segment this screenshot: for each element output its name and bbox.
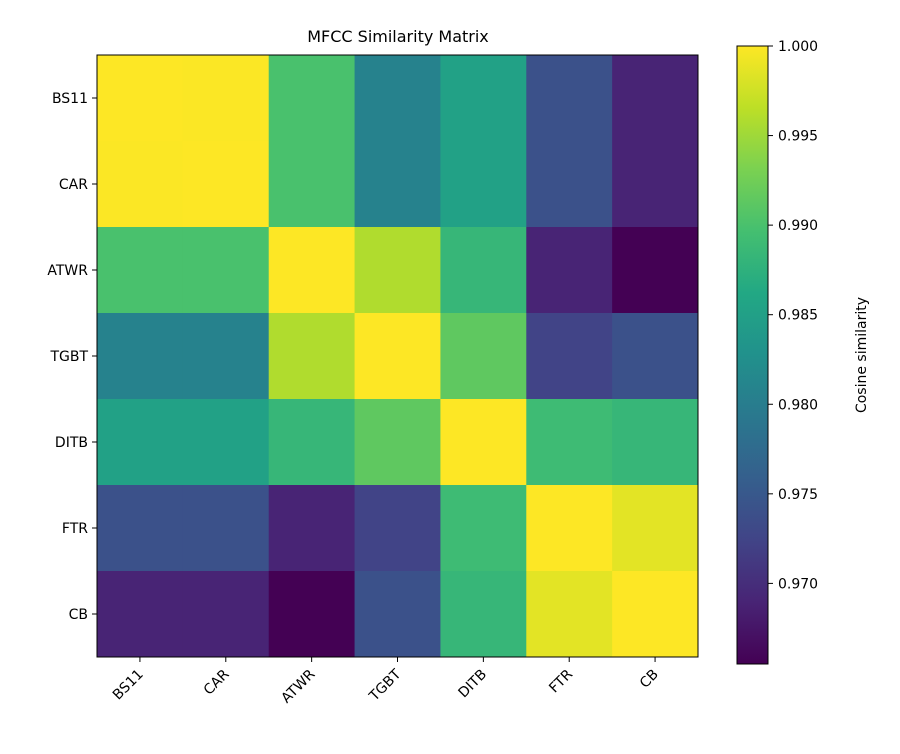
heatmap-cell bbox=[612, 571, 699, 658]
heatmap-cell bbox=[182, 571, 270, 658]
heatmap-cell bbox=[268, 141, 356, 228]
y-tick-label: TGBT bbox=[49, 349, 88, 365]
heatmap-cell bbox=[182, 141, 270, 228]
heatmap-cell bbox=[526, 141, 613, 228]
heatmap-cell bbox=[97, 55, 184, 142]
colorbar-tick-label: 1.000 bbox=[778, 39, 818, 55]
heatmap-cell bbox=[97, 313, 184, 400]
heatmap-cell bbox=[97, 571, 184, 658]
heatmap-cell bbox=[612, 141, 699, 228]
heatmap-cell bbox=[354, 55, 441, 142]
heatmap-cell bbox=[354, 571, 441, 658]
heatmap-cell bbox=[268, 485, 356, 572]
heatmap-cell bbox=[97, 227, 184, 314]
x-tick-label: DITB bbox=[455, 667, 490, 702]
heatmap-cell bbox=[268, 227, 356, 314]
colorbar-tick-label: 0.970 bbox=[778, 576, 818, 592]
x-tick-label: BS11 bbox=[110, 667, 147, 704]
chart-title: MFCC Similarity Matrix bbox=[307, 27, 489, 46]
heatmap-cell bbox=[612, 55, 699, 142]
heatmap-cell bbox=[182, 485, 270, 572]
colorbar-tick-label: 0.990 bbox=[778, 218, 818, 234]
heatmap-cell bbox=[440, 571, 527, 658]
heatmap-cell bbox=[612, 399, 699, 486]
x-tick-label: ATWR bbox=[278, 666, 318, 706]
heatmap-cell bbox=[97, 141, 184, 228]
heatmap-cell bbox=[526, 227, 613, 314]
heatmap-cell bbox=[526, 399, 613, 486]
heatmap-cell bbox=[354, 399, 441, 486]
colorbar-tick-label: 0.995 bbox=[778, 129, 818, 145]
y-tick-label: ATWR bbox=[47, 263, 88, 279]
heatmap-cell bbox=[526, 313, 613, 400]
heatmap-cell bbox=[440, 227, 527, 314]
y-tick-label: FTR bbox=[62, 521, 88, 537]
colorbar-tick-label: 0.985 bbox=[778, 308, 818, 324]
colorbar-label: Cosine similarity bbox=[854, 297, 870, 413]
heatmap-cell bbox=[182, 55, 270, 142]
heatmap-cell bbox=[268, 313, 356, 400]
heatmap-cell bbox=[354, 141, 441, 228]
heatmap-cell bbox=[440, 399, 527, 486]
y-tick-label: CB bbox=[69, 607, 88, 623]
y-tick-label: DITB bbox=[55, 435, 88, 451]
colorbar-tick-label: 0.975 bbox=[778, 487, 818, 503]
heatmap-cell bbox=[440, 141, 527, 228]
heatmap-cell bbox=[354, 485, 441, 572]
heatmap-cell bbox=[612, 313, 699, 400]
colorbar bbox=[736, 45, 769, 665]
heatmap-cell bbox=[440, 313, 527, 400]
heatmap-cell bbox=[354, 227, 441, 314]
heatmap-cell bbox=[440, 485, 527, 572]
colorbar-tick-label: 0.980 bbox=[778, 397, 818, 413]
heatmap-cell bbox=[97, 485, 184, 572]
x-tick-label: FTR bbox=[546, 666, 576, 696]
heatmap-cell bbox=[182, 227, 270, 314]
heatmap-cell bbox=[526, 485, 613, 572]
heatmap-cell bbox=[97, 399, 184, 486]
heatmap-cell bbox=[354, 313, 441, 400]
y-tick-label: BS11 bbox=[52, 91, 88, 107]
x-tick-label: CAR bbox=[201, 666, 233, 698]
heatmap-cell bbox=[182, 399, 270, 486]
x-tick-label: TGBT bbox=[366, 666, 405, 705]
y-tick-label: CAR bbox=[59, 177, 88, 193]
heatmap-cell bbox=[526, 571, 613, 658]
heatmap-cell bbox=[612, 485, 699, 572]
heatmap-cell bbox=[268, 571, 356, 658]
heatmap-cell bbox=[440, 55, 527, 142]
heatmap-cell bbox=[612, 227, 699, 314]
x-tick-label: CB bbox=[637, 667, 662, 692]
heatmap-cell bbox=[182, 313, 270, 400]
heatmap-cell bbox=[268, 55, 356, 142]
heatmap-cell bbox=[526, 55, 613, 142]
heatmap-cell bbox=[268, 399, 356, 486]
